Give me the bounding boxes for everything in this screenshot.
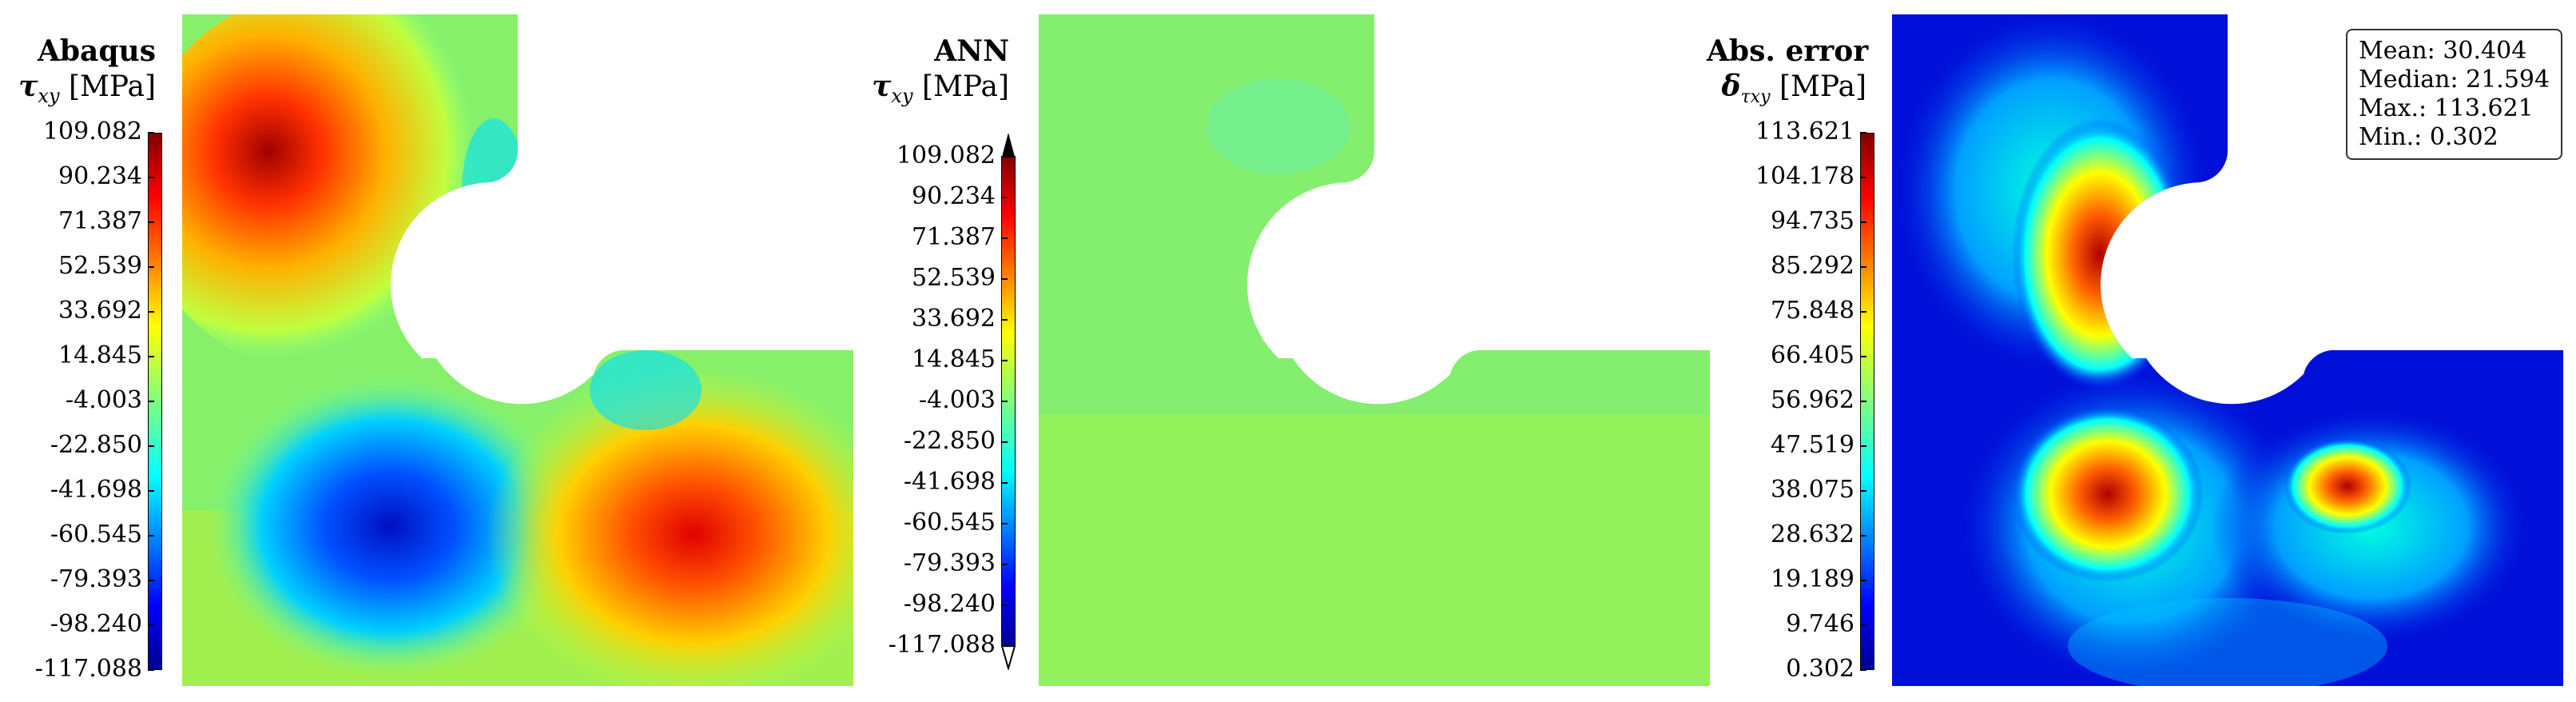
colorbar-tick-label: 9.746 bbox=[1786, 610, 1854, 638]
colorbar-tick-label: -4.003 bbox=[65, 386, 142, 414]
colorbar-tick-label: 52.539 bbox=[58, 252, 142, 280]
quantity-label: τxy [MPa] bbox=[872, 70, 1009, 108]
colorbar-tick-label: 109.082 bbox=[896, 142, 996, 170]
colorbar-tick-mark bbox=[148, 177, 154, 178]
colorbar-tick-mark bbox=[1001, 482, 1008, 484]
colorbar-tick-mark bbox=[1001, 401, 1008, 402]
colorbar-tick-label: -98.240 bbox=[903, 590, 996, 618]
statistics-box: Mean: 30.404 Median: 21.594 Max.: 113.62… bbox=[2346, 29, 2563, 160]
colorbar-tick-label: 52.539 bbox=[912, 264, 996, 292]
colorbar-tick-label: -60.545 bbox=[50, 521, 142, 548]
colorbar-tick-label: -98.240 bbox=[50, 610, 142, 638]
panel-title-block: Abs. error δτxy [MPa] bbox=[1707, 34, 1869, 115]
stress-field-map bbox=[182, 14, 853, 686]
colorbar-tick-mark bbox=[148, 401, 154, 402]
colorbar-tick-label: -79.393 bbox=[903, 549, 996, 577]
colorbar-tick-label: -41.698 bbox=[903, 468, 996, 496]
colorbar-tick-label: 71.387 bbox=[58, 207, 142, 235]
panel-abaqus: Abaqus τxy [MPa] 109.082 90.234 71.387 52.5… bbox=[0, 0, 863, 702]
panel-abs-error: Abs. error δτxy [MPa] 113.621 104.178 94.7… bbox=[1707, 0, 2576, 702]
panel-title: ANN bbox=[934, 34, 1009, 68]
colorbar-tick-label: -41.698 bbox=[50, 476, 142, 504]
colorbar-tick-label: -60.545 bbox=[903, 509, 996, 536]
colorbar-tick-mark bbox=[1001, 645, 1008, 647]
colorbar-tick-label: -22.850 bbox=[903, 427, 996, 455]
colorbar-tick-mark bbox=[148, 445, 154, 447]
stat-min: Min.: 0.302 bbox=[2359, 123, 2498, 151]
colorbar-tick-label: 66.405 bbox=[1771, 341, 1854, 369]
stat-max: Max.: 113.621 bbox=[2359, 94, 2534, 122]
colorbar-tick-mark bbox=[1001, 319, 1008, 321]
colorbar-tick-mark bbox=[1001, 156, 1008, 158]
colorbar-tick-mark bbox=[148, 669, 154, 671]
colorbar-tick-label: 33.692 bbox=[912, 305, 996, 333]
colorbar-tick-label: -117.088 bbox=[888, 631, 996, 659]
panel-title-block: Abaqus τxy [MPa] bbox=[0, 34, 156, 114]
colorbar-tick-label: 0.302 bbox=[1786, 655, 1854, 683]
quantity-label: δτxy [MPa] bbox=[1721, 70, 1866, 108]
stat-mean: Mean: 30.404 bbox=[2359, 37, 2527, 65]
stat-median: Median: 21.594 bbox=[2359, 66, 2550, 94]
panel-title-block: ANN τxy [MPa] bbox=[853, 34, 1009, 114]
colorbar-tick-label: 90.234 bbox=[912, 182, 996, 210]
colorbar-tick-mark bbox=[1001, 604, 1008, 606]
colorbar-tick-label: 14.845 bbox=[912, 345, 996, 373]
panel-title: Abaqus bbox=[37, 34, 156, 68]
colorbar-tick-mark bbox=[1001, 564, 1008, 565]
colorbar-tick-mark bbox=[1860, 177, 1866, 178]
colorbar-tick-mark bbox=[148, 266, 154, 268]
colorbar-tick-label: 75.848 bbox=[1771, 297, 1854, 325]
colorbar-tick-label: 109.082 bbox=[42, 118, 142, 146]
colorbar-tick-label: -117.088 bbox=[34, 655, 142, 683]
colorbar-tick-mark bbox=[1860, 401, 1866, 402]
colorbar-tick-mark bbox=[1860, 445, 1866, 447]
colorbar-tick-mark bbox=[1860, 580, 1866, 581]
colorbar-tick-mark bbox=[1001, 523, 1008, 525]
colorbar-tick-mark bbox=[148, 221, 154, 223]
colorbar-tick-mark bbox=[148, 624, 154, 626]
colorbar-tick-mark bbox=[1001, 197, 1008, 198]
colorbar-tick-label: -4.003 bbox=[918, 386, 996, 414]
stress-field-map bbox=[1039, 14, 1710, 686]
colorbar-tick-label: 33.692 bbox=[58, 297, 142, 325]
colorbar-tick-label: -22.850 bbox=[50, 431, 142, 459]
colorbar-tick-mark bbox=[148, 490, 154, 492]
colorbar-tick-label: 28.632 bbox=[1771, 521, 1854, 548]
colorbar-tick-mark bbox=[1860, 311, 1866, 313]
colorbar-tick-mark bbox=[1001, 441, 1008, 443]
colorbar-tick-mark bbox=[1001, 278, 1008, 280]
colorbar-tick-mark bbox=[1860, 490, 1866, 492]
colorbar-tick-mark bbox=[1860, 624, 1866, 626]
colorbar-tick-mark bbox=[1860, 669, 1866, 671]
colorbar-tick-mark bbox=[148, 356, 154, 357]
colorbar-tick-mark bbox=[148, 132, 154, 134]
colorbar-tick-label: 19.189 bbox=[1771, 565, 1854, 593]
colorbar-tick-label: 71.387 bbox=[912, 223, 996, 251]
panel-title: Abs. error bbox=[1707, 34, 1869, 68]
colorbar-tick-label: 85.292 bbox=[1771, 252, 1854, 280]
colorbar-tick-mark bbox=[1860, 356, 1866, 357]
colorbar-tick-mark bbox=[148, 535, 154, 536]
colorbar-tick-mark bbox=[148, 580, 154, 581]
colorbar-tick-label: 94.735 bbox=[1771, 207, 1854, 235]
colorbar-tick-label: -79.393 bbox=[50, 565, 142, 593]
colorbar-tick-mark bbox=[1001, 360, 1008, 361]
colorbar-tick-label: 104.178 bbox=[1755, 162, 1854, 190]
colorbar-tick-mark bbox=[1001, 237, 1008, 239]
colorbar-tick-label: 14.845 bbox=[58, 341, 142, 369]
colorbar-tick-mark bbox=[1860, 221, 1866, 223]
colorbar-tick-mark bbox=[1860, 132, 1866, 134]
quantity-label: τxy [MPa] bbox=[18, 70, 156, 108]
colorbar-tick-label: 113.621 bbox=[1755, 118, 1854, 146]
colorbar-tick-label: 47.519 bbox=[1771, 431, 1854, 459]
colorbar-tick-label: 90.234 bbox=[58, 162, 142, 190]
colorbar-tick-mark bbox=[148, 311, 154, 313]
panel-ann: ANN τxy [MPa] 109.082 90.234 71.387 52.539 3… bbox=[853, 0, 1716, 702]
colorbar-tick-mark bbox=[1860, 266, 1866, 268]
colorbar-tick-label: 38.075 bbox=[1771, 476, 1854, 504]
colorbar-tick-mark bbox=[1860, 535, 1866, 536]
colorbar-tick-label: 56.962 bbox=[1771, 386, 1854, 414]
